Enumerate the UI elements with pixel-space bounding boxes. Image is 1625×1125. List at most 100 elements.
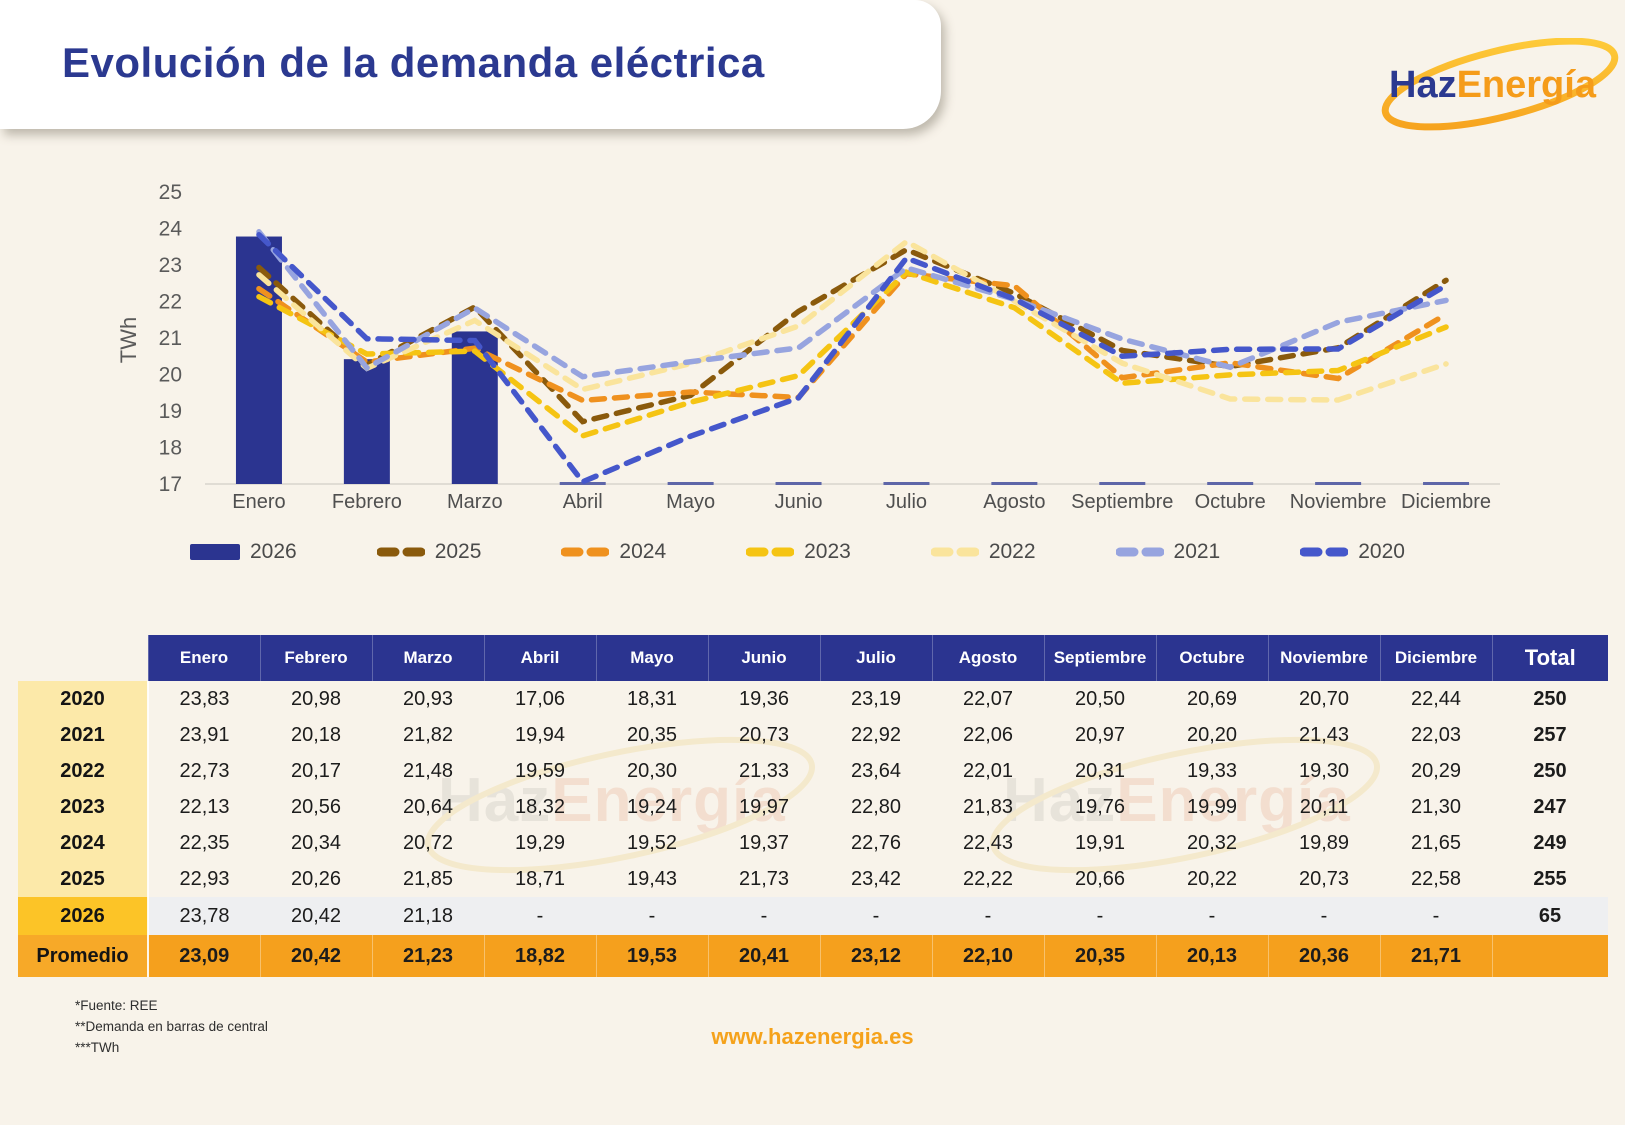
y-axis-title: TWh [116,317,141,363]
table-cell: 20,31 [1074,759,1126,782]
footnote: *Fuente: REE [75,998,158,1013]
table-cell: 21,43 [1298,723,1350,746]
table-cell: 20,41 [707,935,820,977]
table-row-2020: 2020 23,83 20,98 20,93 17,06 18,31 19,36 23,19 2… [18,681,1608,717]
table-cell: 19,99 [1186,795,1238,818]
table-cell: 20,13 [1155,935,1268,977]
bar-2026-stub [1315,482,1362,485]
brand-logo: HazEnergía [1375,38,1625,133]
column-header-Agosto: Agosto [931,635,1044,681]
column-header-Febrero: Febrero [259,635,372,681]
table-cell: 21,71 [1379,935,1492,977]
table-cell: 19,53 [595,935,708,977]
table-cell: - [596,897,708,935]
table-row-2021: 2021 23,91 20,18 21,82 19,94 20,35 20,73 22,92 2… [18,717,1608,753]
table-cell: 20,70 [1298,687,1350,710]
column-header-Marzo: Marzo [371,635,484,681]
x-tick-label: Julio [886,491,927,513]
table-cell: 21,82 [402,723,454,746]
table-cell: 20,30 [626,759,678,782]
x-tick-label: Mayo [666,491,715,513]
table-cell-total: 250 [1533,687,1567,710]
x-tick-label: Septiembre [1071,491,1173,513]
table-cell: 21,83 [962,795,1014,818]
table-cell: 20,50 [1074,687,1126,710]
table-cell: 22,92 [850,723,902,746]
table-cell: - [932,897,1044,935]
column-header-Julio: Julio [819,635,932,681]
table-cell: 20,35 [626,723,678,746]
legend-swatch-bar [190,544,240,560]
table-cell: 23,83 [179,687,230,710]
table-cell: 22,76 [850,831,902,854]
y-tick-label: 21 [159,327,182,350]
table-row-2025: 2025 22,93 20,26 21,85 18,71 19,43 21,73 23,42 2… [18,861,1608,897]
column-header-Enero: Enero [147,635,260,681]
legend-swatch-dash [1115,547,1164,557]
title-card: Evolución de la demanda eléctrica [0,0,941,129]
table-cell: 19,30 [1298,759,1350,782]
table-row-Promedio: Promedio 23,09 20,42 21,23 18,82 19,53 20,41 23… [18,935,1608,977]
table-cell: 22,93 [179,867,230,890]
column-header-Mayo: Mayo [595,635,708,681]
footnote: ***TWh [75,1039,120,1055]
website-link[interactable]: www.hazenergia.es [711,1024,914,1049]
table-cell: 23,09 [147,935,260,977]
table-cell: 22,80 [850,795,902,818]
table-cell: 20,36 [1267,935,1380,977]
y-tick-label: 25 [159,181,182,204]
column-header-Septiembre: Septiembre [1043,635,1156,681]
bar-2026-stub [667,482,714,485]
legend-item-2020: 2020 [1300,540,1405,564]
page-title: Evolución de la demanda eléctrica [62,39,765,86]
table-cell: 20,42 [260,897,372,935]
line-series-2021 [256,229,1449,380]
row-label-2020: 2020 [18,681,149,717]
chart-legend: 2026 2025 2024 2023 2022 2021 2020 [190,540,1405,564]
table-cell: 22,01 [962,759,1014,782]
table-cell: 22,43 [962,831,1014,854]
table-cell-total [1491,935,1608,977]
legend-swatch-dash [1300,547,1349,557]
table-cell: 19,89 [1298,831,1350,854]
table-cell: - [708,897,820,935]
table-cell: 22,13 [179,795,230,818]
table-cell: 19,37 [738,831,790,854]
y-tick-label: 19 [159,400,182,423]
row-label-2025: 2025 [18,861,149,897]
table-cell: - [484,897,596,935]
demand-table: Enero Febrero Marzo Abril Mayo Junio Julio Agos… [18,635,1608,977]
table-cell: 20,35 [1043,935,1156,977]
table-cell: 20,32 [1186,831,1238,854]
table-cell: 22,73 [179,759,230,782]
table-cell: 20,69 [1186,687,1238,710]
table-cell: 20,26 [290,867,342,890]
table-cell: 21,33 [738,759,790,782]
table-cell: 17,06 [514,687,566,710]
table-cell: 19,91 [1074,831,1126,854]
column-header-total: Total [1491,635,1608,681]
row-label-2026: 2026 [18,897,149,935]
table-cell: 22,10 [931,935,1044,977]
x-tick-label: Enero [232,491,285,513]
bar-2026-stub [1423,482,1470,485]
demand-chart: TWh 17 18 19 20 21 22 23 24 25 Enero Febrero Marzo Ab… [116,181,1500,513]
x-tick-label: Noviembre [1290,491,1387,513]
row-label-Promedio: Promedio [18,935,149,977]
table-cell-total: 65 [1492,897,1608,935]
table-cell: 20,73 [738,723,790,746]
table-cell: 20,11 [1299,795,1349,818]
column-header-Octubre: Octubre [1155,635,1268,681]
row-label-2024: 2024 [18,825,149,861]
table-cell: 20,98 [290,687,342,710]
x-tick-label: Diciembre [1401,491,1491,513]
table-cell: 18,82 [483,935,596,977]
table-cell: 19,24 [626,795,678,818]
table-cell: 19,33 [1186,759,1238,782]
table-cell: 20,56 [290,795,342,818]
column-header-Junio: Junio [707,635,820,681]
table-cell: 23,42 [850,867,902,890]
bar-2026-stub [1207,482,1254,485]
table-cell: 20,22 [1186,867,1238,890]
bar-2026-stub [775,482,822,485]
